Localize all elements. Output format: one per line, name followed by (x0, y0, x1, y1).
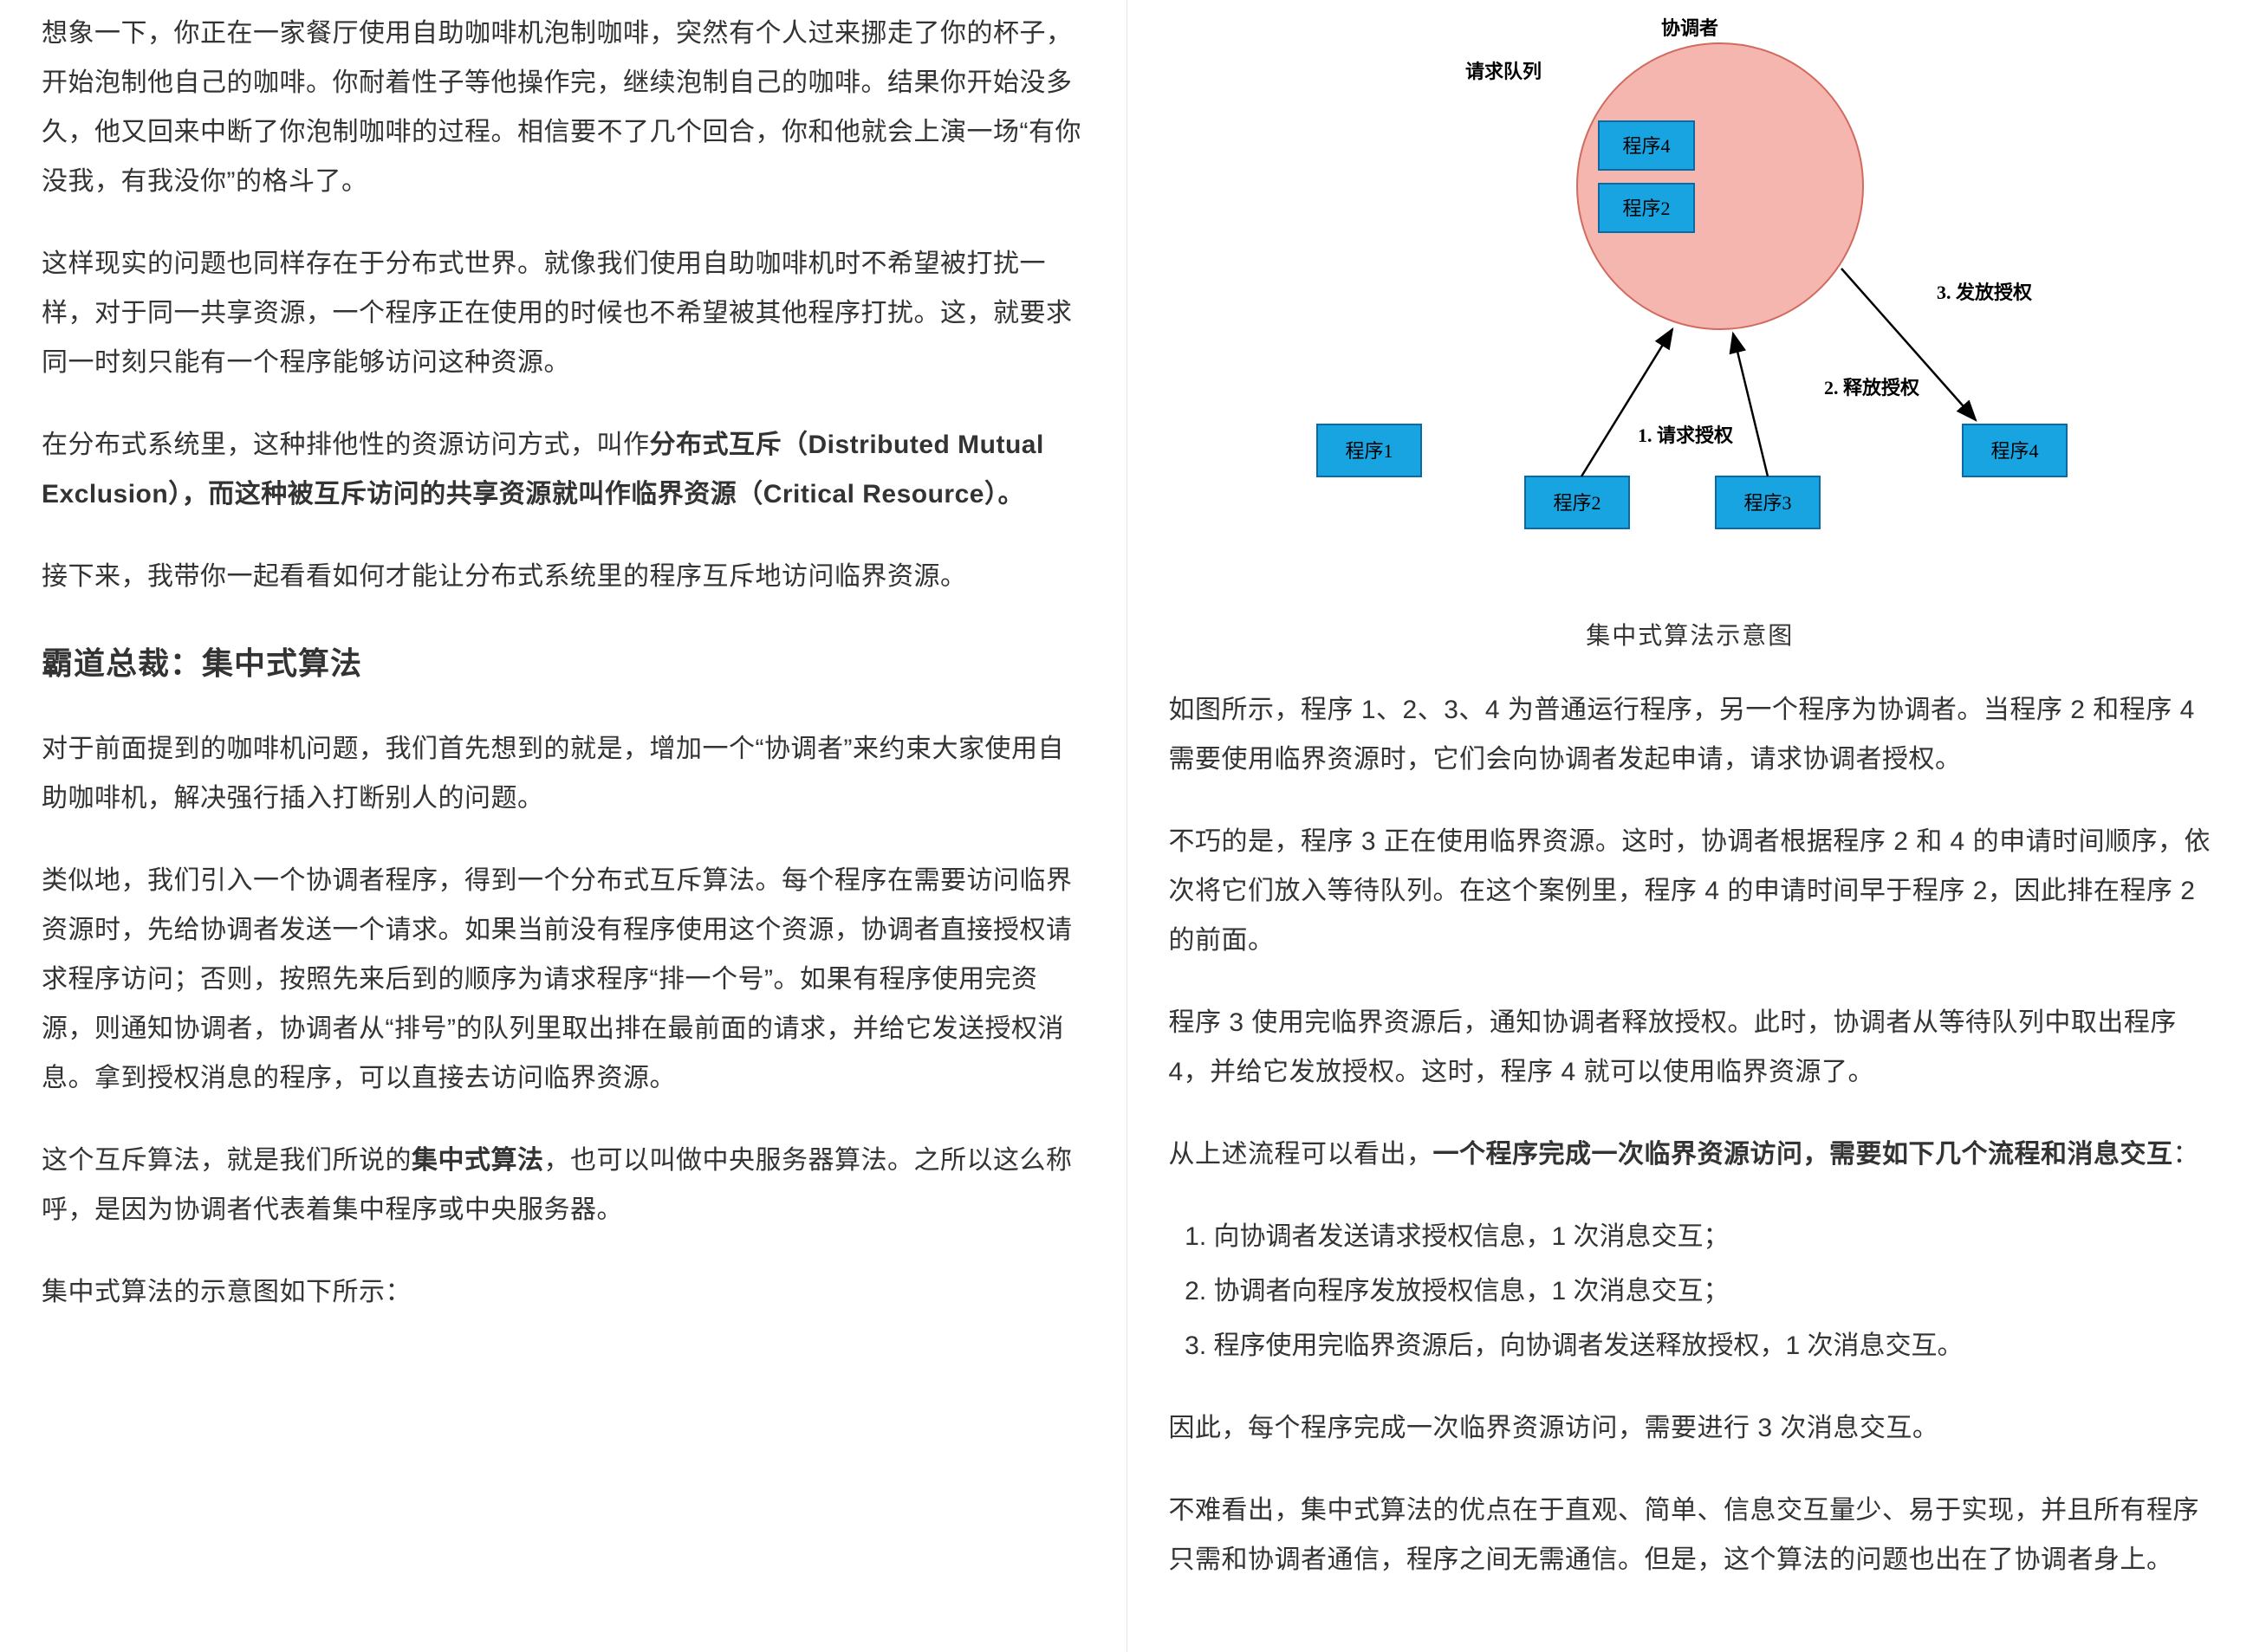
para-definition: 在分布式系统里，这种排他性的资源访问方式，叫作分布式互斥（Distributed… (42, 420, 1085, 519)
right-column: 协调者 请求队列 程序4 程序2 程序1 程序2 程序3 程序4 (1127, 0, 2253, 1652)
para-right-4-post: ： (2173, 1140, 2200, 1169)
edge-request-label: 1. 请求授权 (1638, 424, 1734, 446)
queue-node-1-label: 程序4 (1623, 135, 1671, 157)
para-intro-1: 想象一下，你正在一家餐厅使用自助咖啡机泡制咖啡，突然有个人过来挪走了你的杯子，开… (42, 9, 1085, 206)
diagram-caption: 集中式算法示意图 (1586, 613, 1794, 659)
section-heading-centralized: 霸道总裁：集中式算法 (42, 634, 1085, 693)
para-right-4: 从上述流程可以看出，一个程序完成一次临界资源访问，需要如下几个流程和消息交互： (1169, 1130, 2212, 1179)
para-right-3: 程序 3 使用完临界资源后，通知协调者释放授权。此时，协调者从等待队列中取出程序… (1169, 998, 2212, 1097)
para-right-2: 不巧的是，程序 3 正在使用临界资源。这时，协调者根据程序 2 和 4 的申请时… (1169, 817, 2212, 965)
label-queue: 请求队列 (1465, 61, 1542, 82)
edge-grant-label: 3. 发放授权 (1937, 282, 2033, 303)
para-right-5: 因此，每个程序完成一次临界资源访问，需要进行 3 次消息交互。 (1169, 1403, 2212, 1453)
edge-release (1733, 334, 1768, 476)
para-lead: 接下来，我带你一起看看如何才能让分布式系统里的程序互斥地访问临界资源。 (42, 552, 1085, 601)
steps-list: 向协调者发送请求授权信息，1 次消息交互； 协调者向程序发放授权信息，1 次消息… (1214, 1212, 2212, 1370)
para-right-4-bold: 一个程序完成一次临界资源访问，需要如下几个流程和消息交互 (1433, 1140, 2173, 1169)
para-algorithm-name: 这个互斥算法，就是我们所说的集中式算法，也可以叫做中央服务器算法。之所以这么称呼… (42, 1136, 1085, 1234)
step-2: 协调者向程序发放授权信息，1 次消息交互； (1214, 1267, 2212, 1316)
para-right-6: 不难看出，集中式算法的优点在于直观、简单、信息交互量少、易于实现，并且所有程序只… (1169, 1486, 2212, 1584)
para-coffee-solution: 对于前面提到的咖啡机问题，我们首先想到的就是，增加一个“协调者”来约束大家使用自… (42, 724, 1085, 823)
program-node-2-label: 程序2 (1554, 492, 1601, 514)
page-container: 想象一下，你正在一家餐厅使用自助咖啡机泡制咖啡，突然有个人过来挪走了你的杯子，开… (0, 0, 2253, 1652)
diagram-container: 协调者 请求队列 程序4 程序2 程序1 程序2 程序3 程序4 (1169, 9, 2212, 659)
algo-name-pre: 这个互斥算法，就是我们所说的 (42, 1146, 412, 1175)
edge-request (1581, 329, 1672, 476)
program-node-1-label: 程序1 (1346, 440, 1393, 462)
para-diagram-intro: 集中式算法的示意图如下所示： (42, 1267, 1085, 1317)
label-coordinator: 协调者 (1661, 17, 1718, 39)
centralized-algorithm-diagram: 协调者 请求队列 程序4 程序2 程序1 程序2 程序3 程序4 (1235, 9, 2145, 598)
queue-node-2-label: 程序2 (1623, 198, 1671, 219)
algo-name-bold: 集中式算法 (412, 1146, 544, 1175)
program-node-4-label: 程序4 (1991, 440, 2039, 462)
step-3: 程序使用完临界资源后，向协调者发送释放授权，1 次消息交互。 (1214, 1321, 2212, 1370)
para-right-4-pre: 从上述流程可以看出， (1169, 1140, 1433, 1169)
para-def-pre: 在分布式系统里，这种排他性的资源访问方式，叫作 (42, 431, 650, 459)
para-right-1: 如图所示，程序 1、2、3、4 为普通运行程序，另一个程序为协调者。当程序 2 … (1169, 685, 2212, 784)
step-1: 向协调者发送请求授权信息，1 次消息交互； (1214, 1212, 2212, 1261)
program-node-3-label: 程序3 (1744, 492, 1792, 514)
para-algorithm-desc: 类似地，我们引入一个协调者程序，得到一个分布式互斥算法。每个程序在需要访问临界资… (42, 856, 1085, 1103)
left-column: 想象一下，你正在一家餐厅使用自助咖啡机泡制咖啡，突然有个人过来挪走了你的杯子，开… (0, 0, 1127, 1652)
para-intro-2: 这样现实的问题也同样存在于分布式世界。就像我们使用自助咖啡机时不希望被打扰一样，… (42, 239, 1085, 387)
edge-release-label: 2. 释放授权 (1824, 377, 1920, 398)
